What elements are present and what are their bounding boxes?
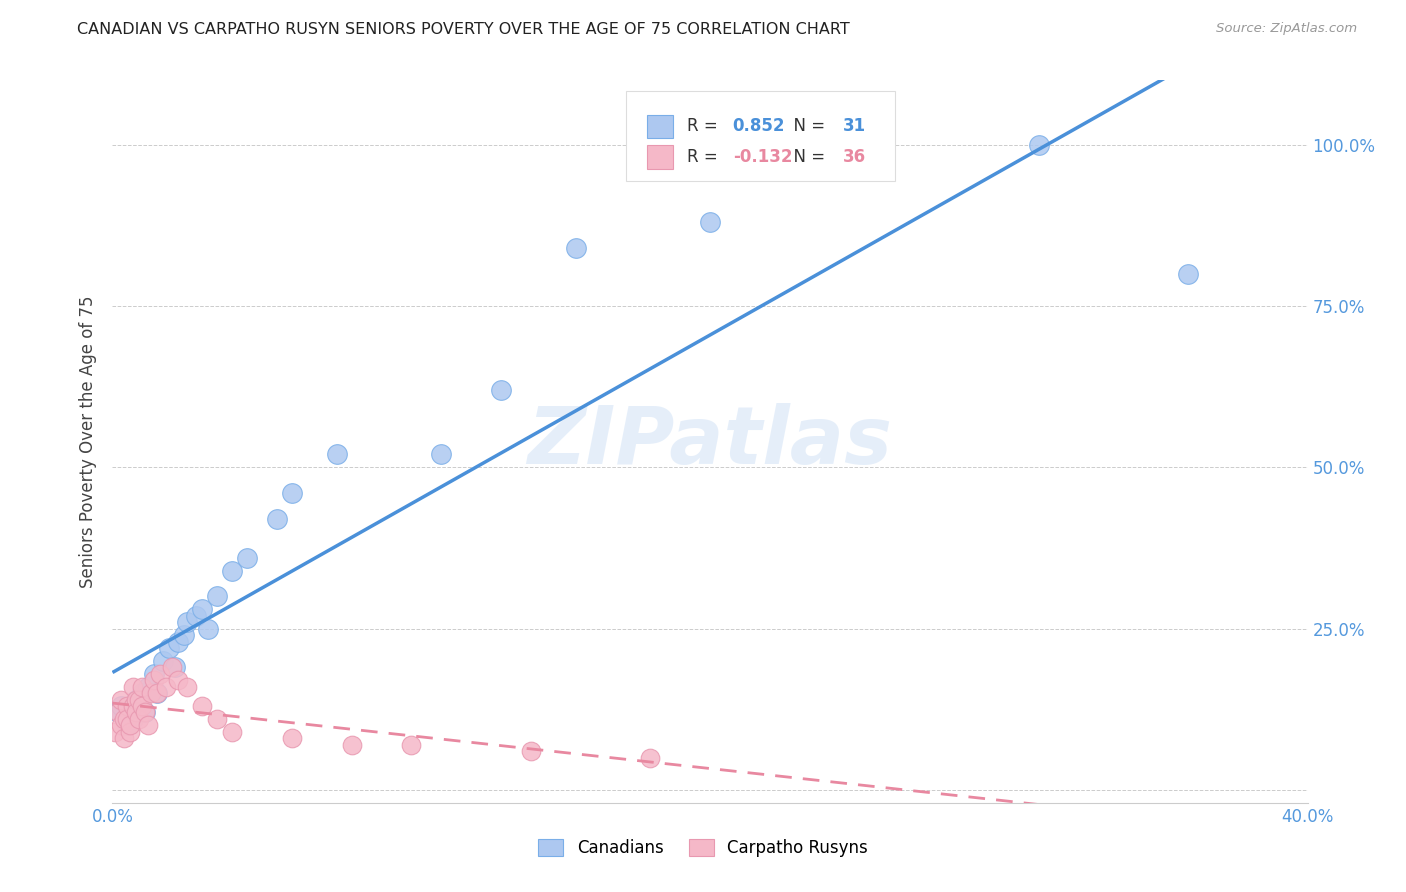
Point: [325, 447, 347, 461]
Point: [191, 699, 214, 714]
Y-axis label: Seniors Poverty Over the Age of 75: Seniors Poverty Over the Age of 75: [79, 295, 97, 588]
Point: [1177, 267, 1199, 281]
Point: [122, 699, 145, 714]
Point: [1028, 137, 1050, 152]
Point: [155, 680, 177, 694]
Point: [143, 673, 166, 688]
Point: [128, 712, 150, 726]
Text: N =: N =: [783, 148, 831, 166]
Point: [131, 686, 153, 700]
Point: [167, 634, 190, 648]
Point: [221, 564, 243, 578]
Point: [564, 241, 586, 255]
Text: 31: 31: [842, 118, 866, 136]
Point: [125, 692, 148, 706]
Point: [125, 692, 148, 706]
Point: [122, 712, 145, 726]
Point: [146, 686, 169, 700]
Point: [107, 706, 129, 720]
Text: 0.852: 0.852: [733, 118, 785, 136]
Point: [266, 512, 288, 526]
Text: -0.132: -0.132: [733, 148, 792, 166]
Point: [114, 712, 135, 726]
Point: [110, 718, 132, 732]
Point: [340, 738, 363, 752]
Point: [120, 718, 142, 732]
Point: [699, 215, 721, 229]
Point: [143, 666, 166, 681]
Point: [117, 712, 139, 726]
Point: [167, 673, 190, 688]
Point: [221, 724, 243, 739]
Point: [205, 712, 228, 726]
Point: [640, 750, 662, 764]
Point: [186, 608, 208, 623]
Point: [520, 744, 543, 758]
Text: R =: R =: [688, 148, 723, 166]
Point: [138, 680, 160, 694]
Point: [236, 550, 259, 565]
Point: [138, 718, 160, 732]
Point: [104, 724, 127, 739]
Point: [173, 628, 195, 642]
Point: [131, 680, 153, 694]
Point: [128, 692, 150, 706]
FancyBboxPatch shape: [627, 91, 896, 181]
Point: [114, 731, 135, 746]
Point: [157, 640, 180, 655]
Bar: [647, 145, 673, 169]
Bar: [647, 115, 673, 138]
Point: [430, 447, 453, 461]
Point: [197, 622, 219, 636]
Point: [176, 680, 198, 694]
Text: 36: 36: [842, 148, 866, 166]
Text: Source: ZipAtlas.com: Source: ZipAtlas.com: [1216, 22, 1357, 36]
Text: N =: N =: [783, 118, 831, 136]
Point: [205, 590, 228, 604]
Point: [134, 706, 156, 720]
Point: [149, 666, 172, 681]
Point: [146, 686, 169, 700]
Point: [131, 699, 153, 714]
Point: [401, 738, 423, 752]
Point: [141, 686, 163, 700]
Point: [176, 615, 198, 630]
Point: [134, 706, 156, 720]
Point: [162, 660, 183, 674]
Point: [122, 680, 145, 694]
Point: [125, 706, 148, 720]
Point: [152, 654, 174, 668]
Point: [110, 692, 132, 706]
Point: [107, 706, 129, 720]
Point: [120, 724, 142, 739]
Text: CANADIAN VS CARPATHO RUSYN SENIORS POVERTY OVER THE AGE OF 75 CORRELATION CHART: CANADIAN VS CARPATHO RUSYN SENIORS POVER…: [77, 22, 851, 37]
Point: [281, 486, 304, 500]
Point: [489, 383, 512, 397]
Legend: Canadians, Carpatho Rusyns: Canadians, Carpatho Rusyns: [530, 831, 876, 866]
Text: R =: R =: [688, 118, 723, 136]
Point: [191, 602, 214, 616]
Point: [117, 718, 139, 732]
Point: [117, 699, 139, 714]
Point: [281, 731, 304, 746]
Point: [165, 660, 187, 674]
Point: [110, 699, 132, 714]
Text: ZIPatlas: ZIPatlas: [527, 402, 893, 481]
